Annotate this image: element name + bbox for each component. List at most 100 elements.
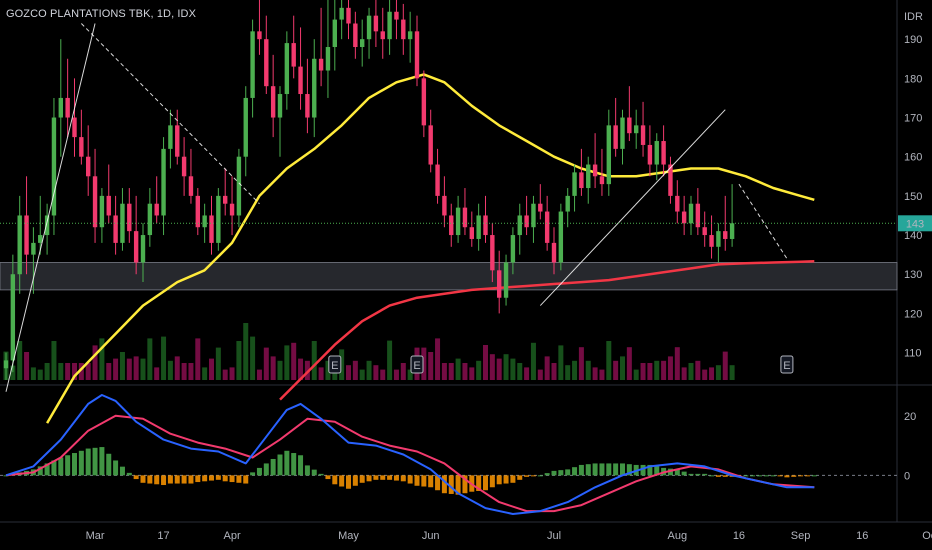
- price-tick-label: 170: [904, 113, 922, 125]
- histogram-bar: [496, 475, 502, 485]
- volume-bar: [113, 358, 119, 380]
- candle-body: [51, 117, 57, 216]
- time-tick-label: 16: [856, 530, 868, 542]
- histogram-bar: [400, 475, 406, 482]
- candle-body: [729, 223, 735, 239]
- histogram-bar: [373, 475, 379, 480]
- volume-bar: [496, 358, 502, 380]
- histogram-bar: [551, 470, 557, 476]
- candle-body: [517, 215, 522, 236]
- candle-body: [99, 195, 105, 228]
- volume-bar: [270, 356, 276, 380]
- candle-body: [449, 215, 454, 236]
- candle-body: [544, 211, 550, 243]
- candle-body: [586, 164, 591, 189]
- volume-bar: [688, 363, 694, 380]
- candle-body: [524, 215, 529, 228]
- volume-bar: [318, 367, 324, 380]
- time-tick-label: Oct: [922, 530, 932, 542]
- histogram-bar: [3, 475, 9, 477]
- earnings-event-label: E: [331, 360, 338, 372]
- volume-bar: [263, 347, 269, 380]
- oscillator-tick-label: 0: [904, 470, 910, 482]
- volume-bar: [243, 323, 249, 380]
- earnings-event-label: E: [783, 360, 790, 372]
- candle-body: [209, 215, 214, 243]
- histogram-bar: [681, 471, 687, 476]
- histogram-bar: [777, 475, 783, 477]
- histogram-bar: [325, 475, 331, 480]
- candle-body: [366, 15, 372, 40]
- volume-bar: [311, 341, 317, 380]
- volume-bar: [325, 360, 331, 380]
- volume-bar: [181, 363, 187, 380]
- volume-bar: [483, 345, 488, 380]
- histogram-bar: [236, 475, 242, 483]
- candle-body: [195, 195, 200, 228]
- candle-body: [476, 215, 481, 239]
- histogram-bar: [510, 475, 516, 483]
- histogram-bar: [544, 473, 550, 476]
- volume-bar: [44, 363, 50, 380]
- candle-body: [72, 117, 77, 138]
- time-tick-label: Jun: [422, 530, 440, 542]
- histogram-bar: [441, 475, 447, 494]
- volume-bar: [469, 367, 475, 380]
- candle-body: [113, 215, 118, 243]
- earnings-event-label: E: [413, 360, 420, 372]
- volume-bar: [380, 369, 386, 380]
- candle-body: [24, 215, 29, 255]
- volume-bar: [565, 365, 571, 380]
- volume-bar: [661, 360, 667, 380]
- candle-body: [497, 270, 502, 298]
- histogram-bar: [256, 467, 262, 476]
- candle-body: [613, 125, 618, 149]
- candle-body: [592, 164, 598, 177]
- price-tick-label: 120: [904, 308, 922, 320]
- candle-body: [551, 242, 557, 263]
- volume-bar: [167, 360, 173, 380]
- candle-body: [270, 86, 276, 118]
- volume-bar: [695, 360, 701, 380]
- candle-body: [640, 125, 646, 145]
- volume-bar: [359, 369, 365, 380]
- volume-bar: [544, 356, 550, 380]
- candle-body: [339, 7, 344, 20]
- volume-bar: [620, 356, 625, 380]
- volume-bar: [256, 369, 262, 380]
- histogram-bar: [92, 447, 98, 476]
- histogram-bar: [167, 475, 173, 484]
- volume-bar: [78, 363, 84, 380]
- volume-bar: [517, 363, 523, 380]
- last-price-label: 143: [906, 218, 924, 230]
- candle-body: [133, 231, 139, 263]
- histogram-bar: [243, 475, 249, 484]
- histogram-bar: [674, 469, 680, 476]
- volume-bar: [530, 342, 536, 380]
- histogram-bar: [489, 475, 495, 488]
- candle-body: [127, 203, 132, 232]
- candle-body: [332, 19, 337, 48]
- histogram-bar: [291, 453, 297, 476]
- histogram-bar: [284, 450, 290, 476]
- volume-bar: [352, 360, 358, 380]
- volume-bar: [291, 342, 297, 380]
- histogram-bar: [215, 475, 221, 480]
- candle-body: [175, 125, 180, 157]
- volume-bar: [373, 365, 379, 380]
- candle-body: [277, 94, 283, 118]
- volume-bar: [387, 340, 393, 380]
- histogram-bar: [352, 475, 358, 486]
- volume-bars: [3, 323, 735, 380]
- volume-bar: [654, 360, 660, 380]
- candle-body: [634, 125, 639, 134]
- price-tick-label: 160: [904, 152, 922, 164]
- candle-body: [264, 39, 269, 87]
- histogram-bar: [140, 475, 146, 483]
- histogram-bar: [435, 475, 441, 491]
- candle-body: [510, 235, 516, 263]
- histogram-bar: [811, 475, 817, 477]
- volume-bar: [640, 363, 646, 380]
- histogram-bar: [65, 455, 71, 476]
